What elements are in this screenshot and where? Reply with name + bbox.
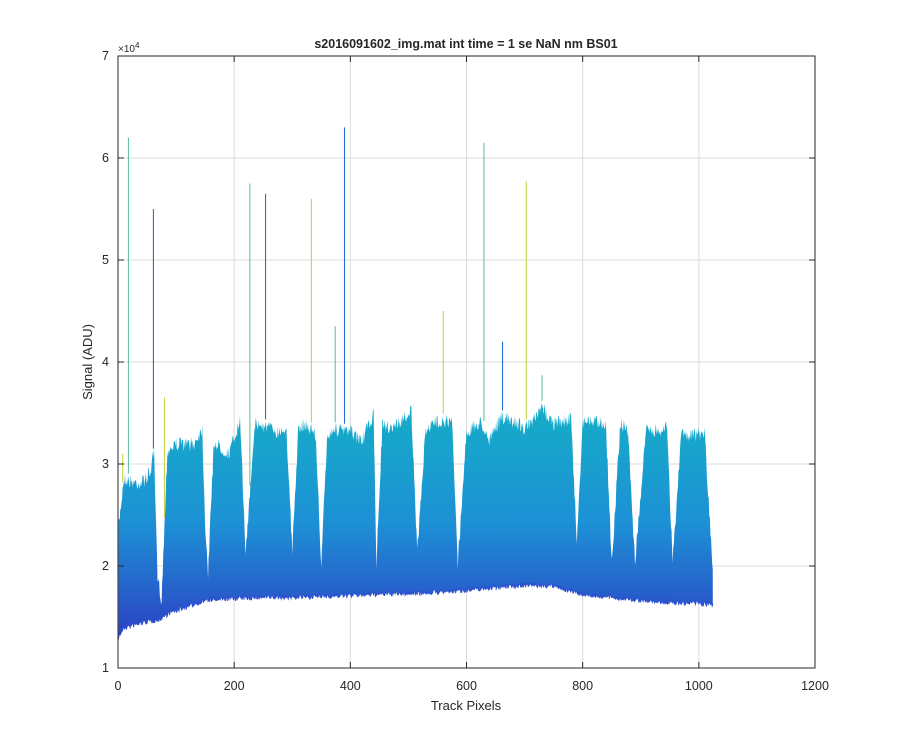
y-exponent-power: 4 <box>135 41 140 50</box>
x-tick-label: 1000 <box>685 679 713 693</box>
svg-text:×104: ×104 <box>118 41 140 55</box>
y-tick-label: 3 <box>102 457 109 471</box>
x-tick-label: 200 <box>224 679 245 693</box>
signal-band <box>118 402 713 640</box>
signal-lower-edge <box>118 581 714 640</box>
x-tick-label: 0 <box>115 679 122 693</box>
y-tick-label: 1 <box>102 661 109 675</box>
chart-title: s2016091602_img.mat int time = 1 se NaN … <box>314 37 617 51</box>
x-tick-label: 800 <box>572 679 593 693</box>
x-tick-label: 1200 <box>801 679 829 693</box>
y-tick-label: 4 <box>102 355 109 369</box>
x-axis-label: Track Pixels <box>431 698 502 713</box>
y-tick-label: 7 <box>102 49 109 63</box>
y-tick-label: 6 <box>102 151 109 165</box>
tick-layer: 0 200 400 600 800 1000 1200 1 2 3 4 5 6 7 <box>102 49 829 693</box>
data-layer <box>118 127 714 640</box>
y-axis-label: Signal (ADU) <box>80 324 95 400</box>
y-exponent-base: ×10 <box>118 44 135 55</box>
y-tick-label: 2 <box>102 559 109 573</box>
y-exponent-label: ×104 <box>118 41 140 55</box>
x-tick-label: 600 <box>456 679 477 693</box>
x-tick-label: 400 <box>340 679 361 693</box>
y-tick-label: 5 <box>102 253 109 267</box>
